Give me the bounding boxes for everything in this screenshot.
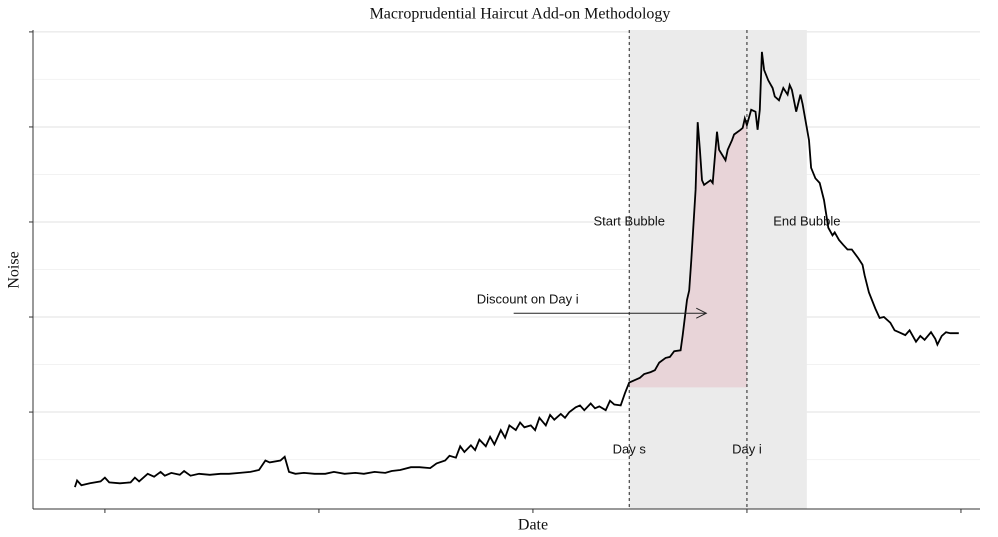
y-axis-label: Noise [6, 251, 23, 288]
bubble-label: End Bubble [773, 213, 840, 228]
data-line [74, 51, 959, 488]
bubble-label: Start Bubble [593, 213, 665, 228]
discount-area [629, 118, 747, 388]
day-label: Day i [732, 442, 762, 457]
day-label: Day s [613, 442, 647, 457]
arrow-head [696, 307, 708, 319]
arrow-label: Discount on Day i [477, 292, 579, 307]
x-axis-label: Date [518, 517, 548, 534]
chart-title: Macroprudential Haircut Add-on Methodolo… [370, 6, 671, 23]
